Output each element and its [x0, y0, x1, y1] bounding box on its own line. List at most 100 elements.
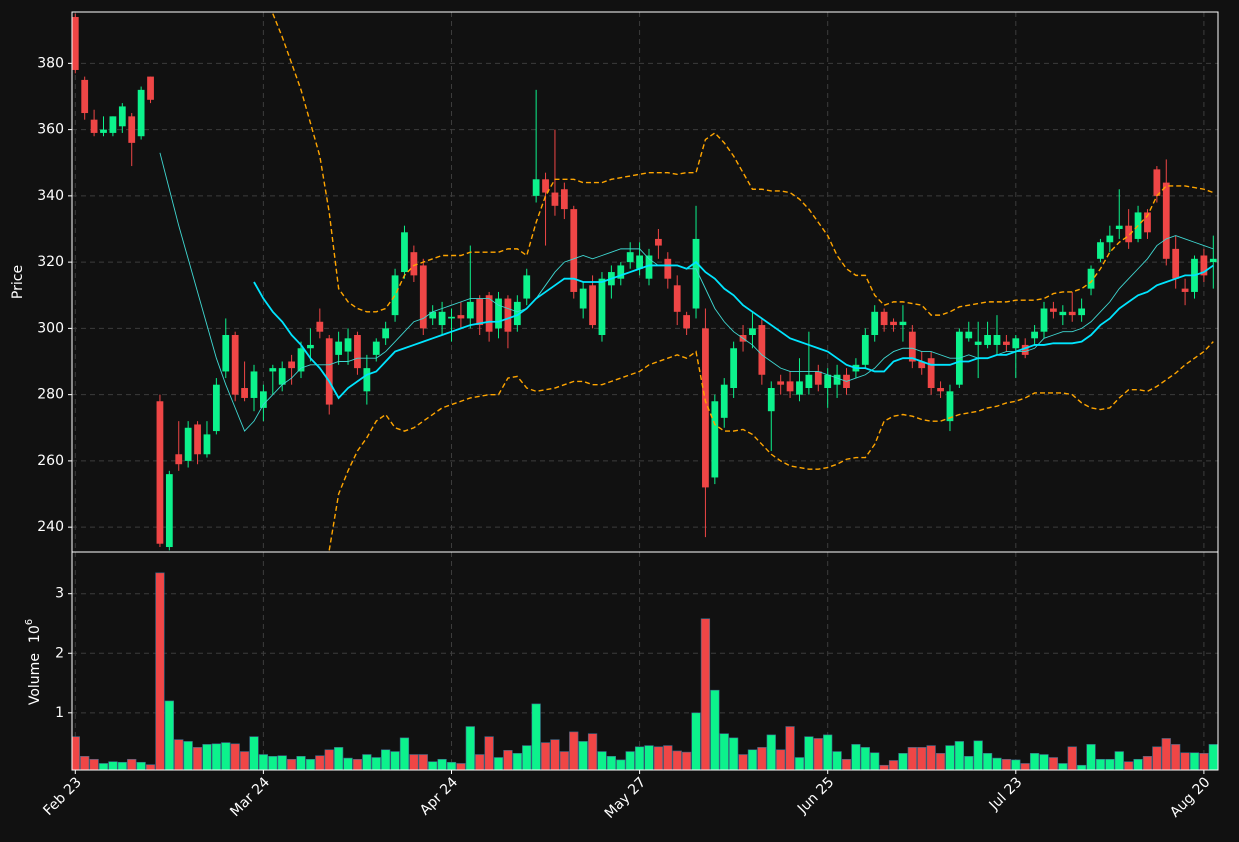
candle-body: [570, 209, 578, 292]
candle-body: [241, 388, 248, 398]
y-tick-label: 340: [37, 188, 64, 204]
volume-bar: [1180, 752, 1190, 770]
candle-body: [749, 328, 756, 336]
volume-bar: [935, 753, 946, 770]
candle-body: [532, 179, 540, 196]
candle-body: [457, 315, 465, 319]
candle-body: [81, 79, 89, 114]
volume-bar: [597, 751, 607, 770]
volume-bar: [926, 745, 936, 770]
candle-body: [372, 341, 380, 355]
candle-body: [137, 89, 145, 137]
volume-bar: [982, 753, 993, 770]
candle-body: [937, 388, 944, 392]
candle-body: [109, 116, 117, 133]
volume-bar: [249, 736, 259, 770]
y-tick-label: 320: [37, 254, 64, 270]
candle-body: [419, 265, 427, 329]
candle-body: [410, 252, 418, 276]
volume-bar: [352, 758, 363, 770]
candle-body: [1144, 212, 1151, 233]
candle-body: [1106, 235, 1114, 243]
volume-bar: [540, 742, 551, 770]
candle-body: [354, 335, 361, 369]
volume-bar: [804, 736, 814, 770]
volume-bar: [888, 760, 899, 770]
volume-bar: [1001, 758, 1012, 770]
candle-body: [325, 338, 333, 405]
y-tick-label: 380: [37, 55, 64, 71]
candle-body: [1068, 311, 1076, 316]
volume-bar: [794, 757, 805, 770]
volume-bar: [917, 747, 927, 770]
volume-bar: [719, 733, 729, 770]
candle-body: [645, 255, 653, 279]
candle-body: [993, 335, 1001, 345]
indicator-line: [328, 341, 1214, 551]
volume-bar: [1152, 746, 1162, 770]
y-tick-label: 260: [37, 453, 64, 469]
volume-bar: [258, 754, 269, 770]
volume-bar: [315, 755, 325, 770]
volume-bar: [634, 746, 645, 770]
volume-bar: [653, 746, 664, 770]
candle-body: [636, 255, 643, 269]
volume-bar: [409, 754, 419, 770]
candle-body: [212, 384, 220, 432]
candle-body: [1021, 344, 1029, 355]
candle-body: [194, 424, 201, 455]
volume-bar: [305, 758, 316, 770]
candle-body: [382, 328, 390, 339]
candle-body: [579, 288, 587, 309]
candle-body: [438, 311, 446, 326]
volume-bar: [1048, 757, 1059, 770]
candle-body: [767, 388, 775, 412]
volume-bar: [616, 759, 626, 770]
volume-bar: [164, 700, 174, 770]
candle-body: [363, 368, 371, 392]
candle-body: [1097, 242, 1104, 259]
volume-axis-label: Volume 106: [24, 619, 43, 705]
candle-body: [899, 321, 907, 326]
candle-body: [692, 238, 700, 309]
candle-body: [861, 335, 869, 365]
volume-bar: [644, 745, 654, 770]
candle-body: [908, 331, 916, 362]
candle-body: [335, 341, 343, 355]
volume-bar: [89, 758, 99, 770]
volume-bar: [625, 751, 635, 770]
volume-bar: [334, 747, 344, 770]
volume-bar: [578, 741, 588, 770]
volume-bar: [136, 761, 146, 770]
candle-body: [391, 275, 399, 316]
candle-body: [946, 391, 954, 422]
volume-bar: [1208, 744, 1218, 770]
volume-bar: [663, 745, 673, 770]
candle-body: [655, 238, 662, 246]
volume-bar: [1020, 763, 1030, 770]
volume-bar: [907, 747, 917, 770]
volume-bar: [569, 731, 579, 770]
candle-body: [824, 374, 832, 389]
candle-body: [165, 474, 173, 548]
candle-body: [1209, 258, 1217, 263]
volume-bar: [446, 761, 457, 770]
volume-bar: [475, 754, 485, 770]
candle-body: [1181, 288, 1189, 292]
y-tick-label: 3: [55, 586, 64, 602]
volume-bar: [945, 745, 955, 770]
volume-panel: [72, 572, 1218, 770]
y-tick-label: 300: [37, 320, 64, 336]
volume-bar: [813, 738, 823, 770]
candle-body: [1003, 341, 1010, 345]
volume-bar: [606, 756, 617, 770]
candle-body: [1153, 169, 1161, 196]
candle-body: [598, 278, 606, 336]
volume-bar: [371, 757, 381, 770]
volume-bar: [522, 745, 532, 770]
volume-bar: [587, 733, 598, 770]
volume-bar: [230, 743, 240, 770]
volume-bar: [954, 741, 964, 770]
volume-bar: [286, 758, 297, 770]
candle-body: [1012, 338, 1020, 349]
